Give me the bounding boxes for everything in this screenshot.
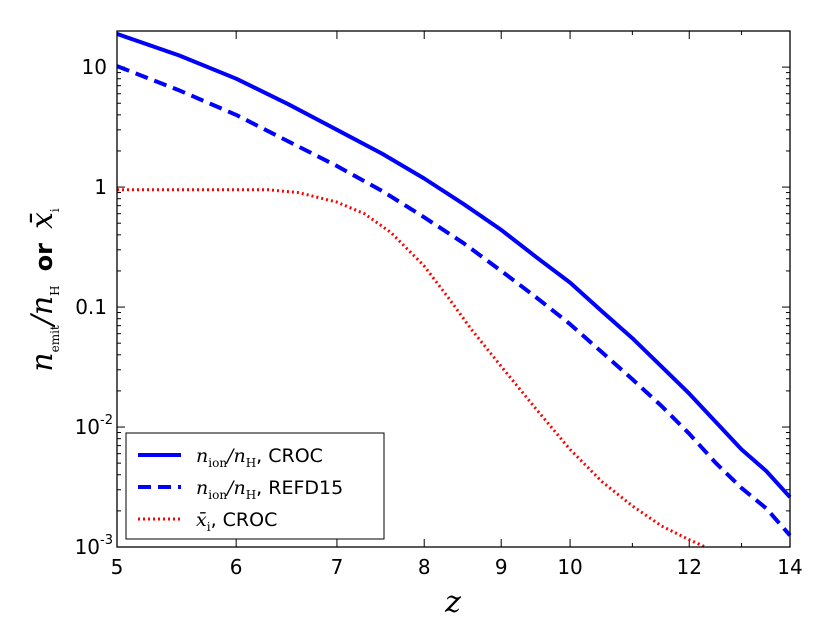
series-layer <box>116 32 792 549</box>
plot-frame <box>116 30 791 548</box>
y-tick-label-4: 10-3 <box>75 533 113 559</box>
y-tick-label-0: 10 <box>82 55 107 79</box>
x-tick-label-10: 10 <box>557 555 582 579</box>
series-line-dotted <box>117 188 707 549</box>
y-label-alt-sub: i <box>48 208 62 212</box>
legend: nion/nH, CROC nion/nH, REFD15 x̄i, CROC <box>125 432 385 540</box>
ticks-layer: 5 6 7 8 9 10 12 14 10 1 0.1 10-2 10-3 <box>75 30 803 579</box>
legend-entry-refd15-ion: nion/nH, REFD15 <box>196 477 343 502</box>
y-label-num-var: n <box>25 352 60 371</box>
y-axis-label: nemit/nHorx̄i <box>25 208 62 372</box>
y-label-den-var: n <box>25 296 60 315</box>
svg-text:nemit/nHorx̄i: nemit/nHorx̄i <box>25 208 62 372</box>
x-tick-label-9: 9 <box>495 555 508 579</box>
y-tick-label-2: 0.1 <box>75 295 107 319</box>
x-tick-label-14: 14 <box>777 555 802 579</box>
x-tick-label-6: 6 <box>230 555 243 579</box>
legend-entry-croc-ion: nion/nH, CROC <box>196 445 323 470</box>
y-label-mid: or <box>30 243 58 271</box>
series-line-dashed <box>116 64 792 537</box>
legend-entry-croc-xi: x̄i, CROC <box>196 509 277 534</box>
x-tick-label-5: 5 <box>111 555 124 579</box>
x-tick-label-8: 8 <box>418 555 431 579</box>
y-tick-label-1: 1 <box>94 175 107 199</box>
x-tick-label-7: 7 <box>331 555 344 579</box>
y-label-alt-var: x̄ <box>25 212 60 229</box>
x-tick-label-12: 12 <box>677 555 702 579</box>
x-axis-label: z <box>444 585 461 620</box>
y-tick-label-3: 10-2 <box>75 413 113 439</box>
y-label-den-sub: H <box>48 285 62 295</box>
series-line-solid <box>116 32 792 499</box>
y-label-num-sub: emit <box>48 325 62 352</box>
